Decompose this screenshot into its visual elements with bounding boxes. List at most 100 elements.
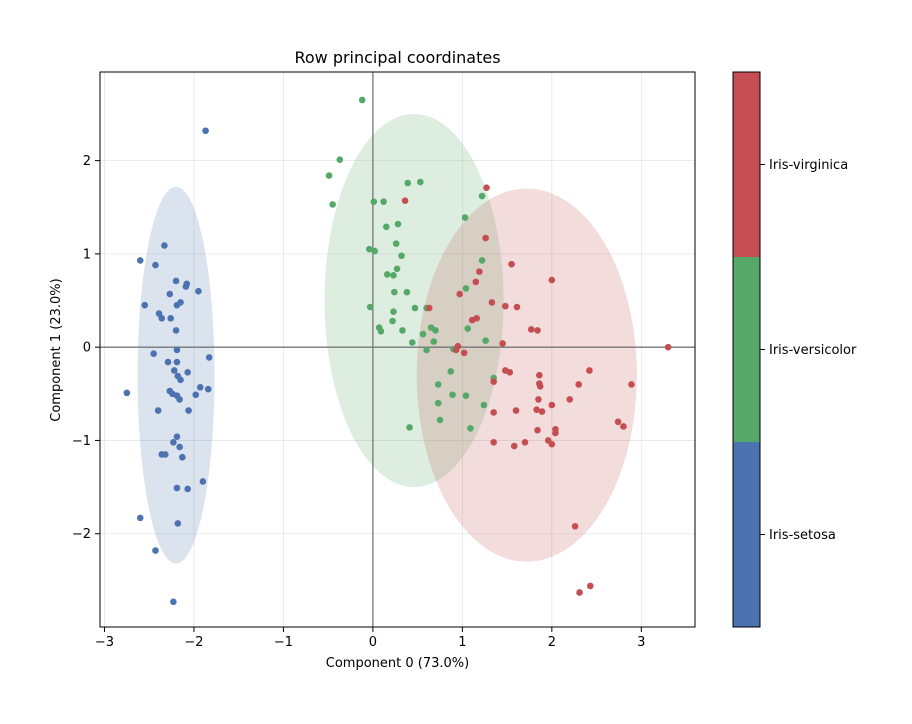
point-iris-virginica (499, 340, 506, 347)
point-iris-virginica (425, 304, 433, 312)
point-iris-versicolor (336, 156, 344, 163)
point-iris-setosa (170, 367, 178, 374)
point-iris-setosa (170, 439, 177, 446)
point-iris-virginica (521, 439, 529, 446)
x-tick-label: 0 (369, 635, 377, 650)
point-iris-versicolor (436, 416, 444, 424)
point-iris-setosa (164, 358, 172, 366)
colorbar-label: Iris-versicolor (769, 343, 857, 358)
point-iris-virginica (508, 260, 515, 268)
point-iris-versicolor (417, 178, 424, 186)
y-tick-label: 1 (83, 247, 91, 262)
point-iris-setosa (150, 350, 157, 357)
point-iris-virginica (527, 326, 535, 333)
y-tick-label: −1 (72, 434, 91, 449)
point-iris-virginica (586, 367, 593, 374)
ellipse-iris-versicolor (324, 113, 504, 488)
x-tick-label: 2 (548, 635, 556, 650)
point-iris-virginica (510, 442, 518, 450)
point-iris-virginica (512, 407, 520, 414)
point-iris-virginica (534, 426, 541, 434)
point-iris-virginica (506, 369, 514, 376)
point-iris-virginica (614, 418, 622, 426)
point-iris-setosa (173, 433, 181, 441)
point-iris-versicolor (377, 328, 385, 335)
colorbar-frame (732, 71, 761, 628)
y-tick-label: −2 (72, 527, 91, 542)
x-tick-label: 3 (637, 635, 645, 650)
point-iris-setosa (192, 391, 200, 399)
colorbar-label: Iris-virginica (769, 158, 848, 173)
point-iris-versicolor (419, 330, 427, 338)
point-iris-setosa (172, 277, 180, 285)
ellipse-iris-virginica (416, 188, 637, 562)
colorbar-label: Iris-setosa (769, 528, 836, 543)
point-iris-setosa (179, 453, 186, 461)
point-iris-setosa (173, 301, 181, 309)
point-iris-virginica (576, 589, 583, 596)
colorbar-segment-iris-versicolor (733, 257, 760, 442)
colorbar-segment-iris-virginica (733, 72, 760, 257)
point-iris-versicolor (434, 399, 442, 407)
point-iris-setosa (196, 383, 204, 391)
point-iris-virginica (490, 409, 497, 416)
point-iris-setosa (141, 301, 149, 309)
point-iris-virginica (513, 303, 521, 311)
point-iris-virginica (473, 314, 480, 322)
origin-lines (100, 72, 695, 627)
x-tick-label: −1 (274, 635, 293, 650)
point-iris-versicolor (383, 271, 391, 278)
point-iris-versicolor (430, 338, 438, 345)
point-iris-versicolor (380, 198, 387, 205)
scatter-points (123, 96, 672, 606)
point-iris-virginica (571, 522, 579, 530)
point-iris-versicolor (366, 245, 373, 253)
point-iris-setosa (176, 396, 183, 403)
point-iris-virginica (628, 381, 635, 388)
chart-title: Row principal coordinates (294, 48, 500, 67)
point-iris-setosa (174, 520, 182, 527)
y-tick-label: 2 (83, 154, 91, 169)
point-iris-virginica (575, 381, 582, 388)
point-iris-virginica (483, 184, 490, 191)
point-iris-virginica (620, 423, 627, 430)
point-iris-virginica (452, 346, 460, 354)
point-iris-versicolor (366, 303, 374, 311)
point-iris-versicolor (371, 247, 378, 255)
point-iris-virginica (548, 440, 556, 448)
point-iris-versicolor (325, 172, 333, 179)
point-iris-versicolor (482, 337, 489, 344)
y-axis-ticks: −2 −1 0 1 2 (72, 154, 100, 542)
point-iris-setosa (162, 451, 169, 458)
point-iris-virginica (536, 371, 543, 379)
point-iris-virginica (490, 378, 497, 385)
point-iris-setosa (152, 261, 159, 269)
point-iris-versicolor (461, 214, 469, 221)
point-iris-setosa (202, 127, 209, 135)
point-iris-versicolor (391, 288, 398, 296)
point-iris-versicolor (464, 325, 472, 332)
point-iris-versicolor (432, 327, 439, 334)
point-iris-setosa (182, 283, 190, 290)
x-tick-label: −2 (184, 635, 203, 650)
point-iris-setosa (172, 327, 180, 334)
point-iris-virginica (456, 290, 463, 298)
point-iris-virginica (533, 406, 540, 413)
point-iris-versicolor (462, 285, 470, 292)
point-iris-versicolor (390, 308, 397, 316)
point-iris-versicolor (449, 391, 456, 399)
point-iris-virginica (548, 401, 556, 409)
plot-frame (99, 71, 696, 628)
point-iris-versicolor (434, 381, 442, 388)
point-iris-setosa (184, 485, 191, 493)
point-iris-setosa (136, 514, 144, 522)
point-iris-virginica (472, 278, 480, 286)
point-iris-setosa (167, 314, 174, 322)
point-iris-virginica (535, 396, 542, 403)
point-iris-versicolor (406, 424, 413, 431)
point-iris-virginica (552, 429, 559, 437)
point-iris-versicolor (393, 265, 401, 273)
point-iris-virginica (401, 197, 409, 205)
point-iris-versicolor (358, 96, 366, 104)
